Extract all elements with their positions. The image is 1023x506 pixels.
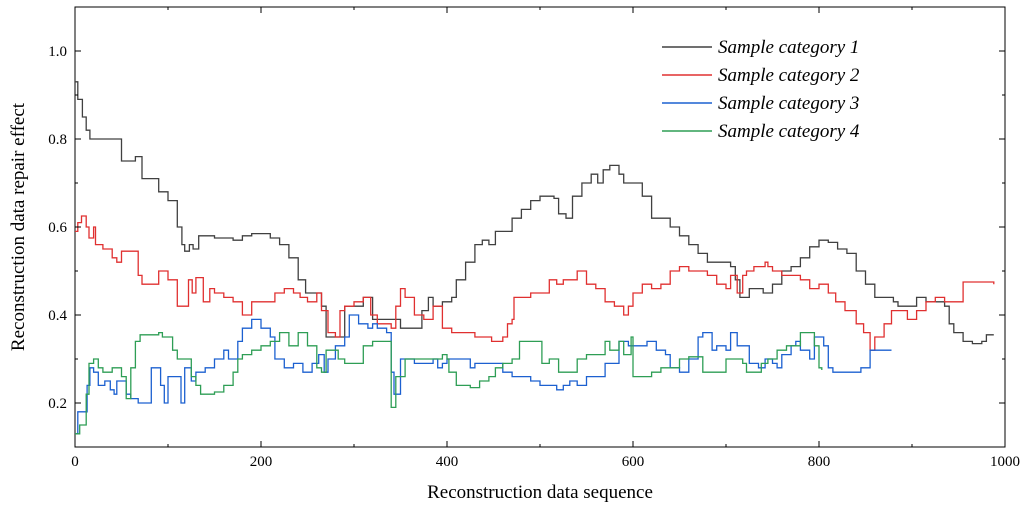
plot-area: 0 200 400 600 800 1000 0.2 0.4 0.6 0.8 1.0 [48, 6, 1020, 470]
legend-label-4: Sample category 4 [718, 121, 860, 142]
y-tick-label: 0.6 [48, 220, 67, 236]
series-line-4 [75, 331, 823, 435]
legend-label-2: Sample category 2 [718, 65, 860, 86]
x-tick-label: 0 [71, 454, 79, 470]
x-tick-label: 200 [250, 454, 273, 470]
x-axis-title: Reconstruction data sequence [427, 482, 653, 503]
y-tick-label: 1.0 [48, 44, 67, 60]
series-line-1 [75, 81, 994, 345]
y-tick-label: 0.2 [48, 396, 67, 412]
axis-ticks: 0 200 400 600 800 1000 0.2 0.4 0.6 0.8 1.0 [48, 7, 1020, 470]
x-tick-label: 1000 [990, 454, 1020, 470]
x-tick-label: 600 [622, 454, 645, 470]
legend: Sample category 1 Sample category 2 Sample… [662, 37, 860, 142]
x-tick-label: 400 [436, 454, 459, 470]
series-line-2 [75, 215, 995, 351]
legend-label-3: Sample category 3 [718, 93, 859, 114]
series-layer [75, 81, 995, 435]
y-tick-label: 0.4 [48, 308, 67, 324]
y-axis-title: Reconstruction data repair effect [8, 102, 29, 351]
legend-label-1: Sample category 1 [718, 37, 859, 58]
x-tick-label: 800 [808, 454, 831, 470]
series-line-3 [75, 314, 892, 435]
y-tick-label: 0.8 [48, 132, 67, 148]
